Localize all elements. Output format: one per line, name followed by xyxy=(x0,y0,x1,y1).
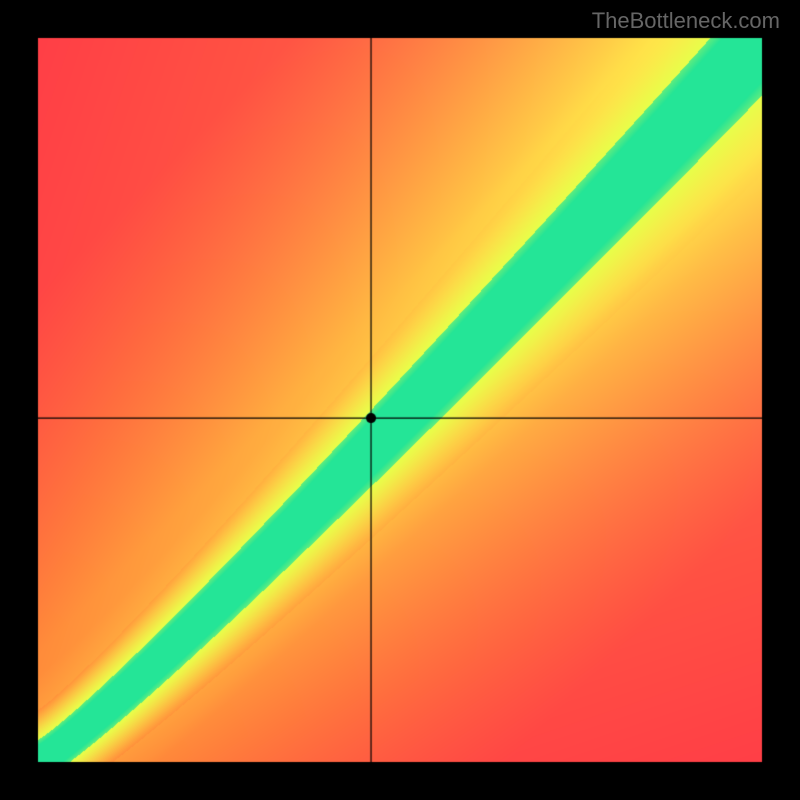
attribution-text: TheBottleneck.com xyxy=(592,8,780,34)
chart-container: TheBottleneck.com xyxy=(0,0,800,800)
bottleneck-heatmap xyxy=(0,0,800,800)
